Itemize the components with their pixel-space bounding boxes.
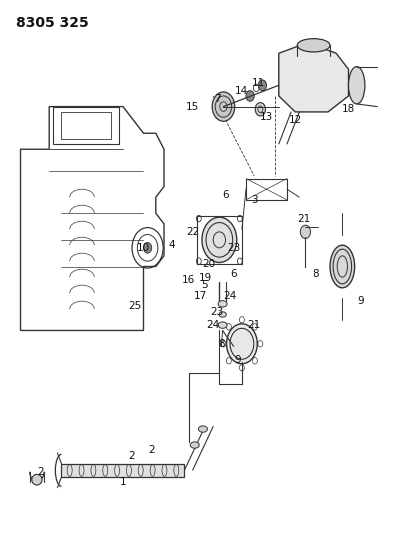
Text: 6: 6: [230, 270, 236, 279]
Text: 23: 23: [227, 243, 240, 253]
Text: 14: 14: [235, 86, 248, 95]
Ellipse shape: [202, 217, 236, 262]
Text: 10: 10: [137, 243, 150, 253]
Ellipse shape: [198, 426, 207, 432]
Ellipse shape: [299, 225, 310, 239]
Text: 15: 15: [186, 102, 199, 111]
Ellipse shape: [254, 102, 265, 116]
Ellipse shape: [218, 301, 227, 307]
Text: 23: 23: [210, 307, 223, 317]
Text: 19: 19: [198, 273, 211, 283]
Text: 25: 25: [128, 302, 142, 311]
Ellipse shape: [32, 474, 42, 485]
Ellipse shape: [348, 67, 364, 104]
Ellipse shape: [218, 322, 227, 328]
Text: 3: 3: [250, 195, 257, 205]
Text: 11: 11: [251, 78, 264, 87]
Text: 16: 16: [182, 275, 195, 285]
Text: 20: 20: [202, 259, 215, 269]
Text: 4: 4: [169, 240, 175, 250]
Text: 18: 18: [341, 104, 354, 114]
Text: 2: 2: [38, 467, 44, 477]
Text: 22: 22: [186, 227, 199, 237]
Text: 2: 2: [128, 451, 134, 461]
Text: 9: 9: [357, 296, 363, 306]
Text: 5: 5: [201, 280, 208, 290]
Text: 9: 9: [234, 355, 240, 365]
Ellipse shape: [226, 324, 257, 364]
Text: 6: 6: [222, 190, 228, 199]
Circle shape: [258, 80, 266, 91]
Ellipse shape: [212, 92, 234, 122]
Ellipse shape: [297, 39, 329, 52]
Text: 8305 325: 8305 325: [16, 16, 89, 30]
Text: 12: 12: [288, 115, 301, 125]
Text: 2: 2: [148, 446, 155, 455]
Text: 21: 21: [247, 320, 260, 330]
Circle shape: [245, 91, 254, 101]
Text: 21: 21: [296, 214, 309, 223]
Polygon shape: [61, 464, 184, 477]
Polygon shape: [278, 43, 348, 112]
Circle shape: [143, 243, 151, 253]
Text: 13: 13: [259, 112, 272, 122]
Ellipse shape: [190, 442, 199, 448]
Text: 17: 17: [194, 291, 207, 301]
Ellipse shape: [329, 245, 354, 288]
Text: 24: 24: [222, 291, 236, 301]
Ellipse shape: [218, 312, 226, 317]
Text: 1: 1: [119, 478, 126, 487]
Text: 7: 7: [213, 94, 220, 103]
Text: 8: 8: [312, 270, 318, 279]
Text: 24: 24: [206, 320, 219, 330]
Text: 8: 8: [218, 339, 224, 349]
